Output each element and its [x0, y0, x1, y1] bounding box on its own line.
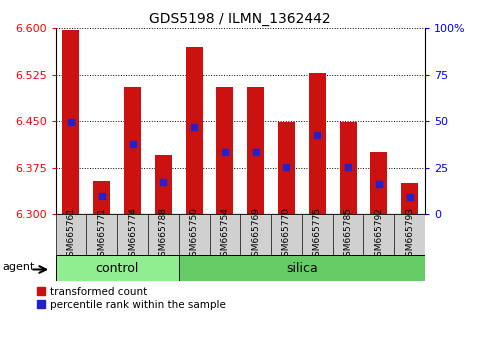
- Text: GSM665792: GSM665792: [374, 207, 384, 262]
- Text: GSM665793: GSM665793: [405, 207, 414, 262]
- Bar: [370, 152, 387, 214]
- Bar: [247, 87, 264, 214]
- Bar: [401, 183, 418, 214]
- Text: silica: silica: [286, 262, 318, 275]
- Text: GSM665750: GSM665750: [190, 207, 199, 262]
- Text: GSM665775: GSM665775: [313, 207, 322, 262]
- Text: GSM665754: GSM665754: [220, 207, 229, 262]
- Text: GSM665788: GSM665788: [159, 207, 168, 262]
- Bar: [340, 122, 356, 214]
- Bar: [278, 122, 295, 214]
- Bar: [93, 181, 110, 214]
- Text: GSM665785: GSM665785: [343, 207, 353, 262]
- Title: GDS5198 / ILMN_1362442: GDS5198 / ILMN_1362442: [149, 12, 331, 26]
- Bar: [216, 87, 233, 214]
- Bar: [124, 87, 141, 214]
- Text: control: control: [96, 262, 139, 275]
- Bar: [185, 47, 202, 214]
- Legend: transformed count, percentile rank within the sample: transformed count, percentile rank withi…: [37, 287, 226, 310]
- Bar: [179, 255, 425, 281]
- Text: GSM665769: GSM665769: [251, 207, 260, 262]
- Text: GSM665761: GSM665761: [67, 207, 75, 262]
- Bar: [62, 30, 79, 214]
- Bar: [56, 255, 179, 281]
- Bar: [155, 155, 172, 214]
- Text: agent: agent: [3, 262, 35, 272]
- Text: GSM665771: GSM665771: [97, 207, 106, 262]
- Text: GSM665774: GSM665774: [128, 207, 137, 262]
- Text: GSM665770: GSM665770: [282, 207, 291, 262]
- Bar: [309, 73, 326, 214]
